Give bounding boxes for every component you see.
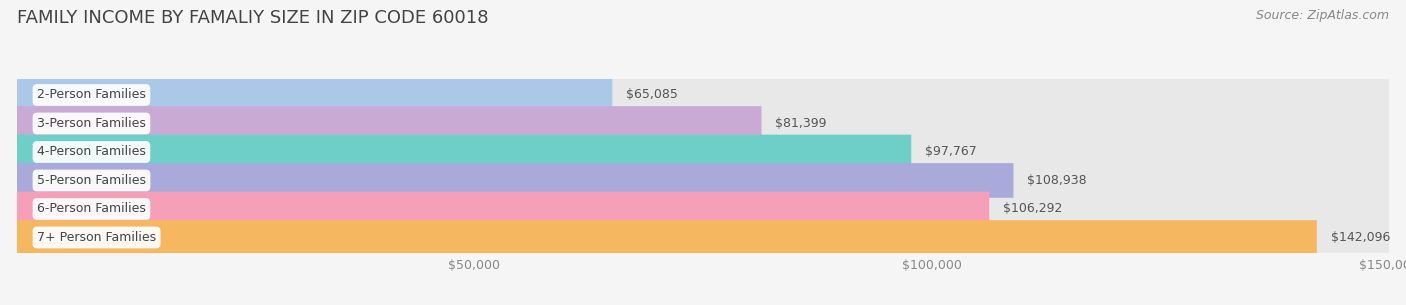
FancyBboxPatch shape bbox=[17, 106, 1389, 141]
FancyBboxPatch shape bbox=[17, 192, 990, 226]
Text: $108,938: $108,938 bbox=[1028, 174, 1087, 187]
FancyBboxPatch shape bbox=[17, 78, 1389, 112]
Text: FAMILY INCOME BY FAMALIY SIZE IN ZIP CODE 60018: FAMILY INCOME BY FAMALIY SIZE IN ZIP COD… bbox=[17, 9, 488, 27]
Text: Source: ZipAtlas.com: Source: ZipAtlas.com bbox=[1256, 9, 1389, 22]
FancyBboxPatch shape bbox=[17, 220, 1389, 255]
Text: 5-Person Families: 5-Person Families bbox=[37, 174, 146, 187]
Text: $97,767: $97,767 bbox=[925, 145, 977, 159]
Text: $142,096: $142,096 bbox=[1330, 231, 1391, 244]
Text: $106,292: $106,292 bbox=[1002, 203, 1063, 215]
FancyBboxPatch shape bbox=[17, 192, 1389, 226]
FancyBboxPatch shape bbox=[17, 135, 911, 169]
FancyBboxPatch shape bbox=[17, 163, 1389, 198]
FancyBboxPatch shape bbox=[17, 135, 1389, 169]
FancyBboxPatch shape bbox=[17, 106, 762, 141]
Text: $65,085: $65,085 bbox=[626, 88, 678, 102]
FancyBboxPatch shape bbox=[17, 163, 1014, 198]
Text: 4-Person Families: 4-Person Families bbox=[37, 145, 146, 159]
Text: 2-Person Families: 2-Person Families bbox=[37, 88, 146, 102]
Text: 7+ Person Families: 7+ Person Families bbox=[37, 231, 156, 244]
Text: $81,399: $81,399 bbox=[775, 117, 827, 130]
FancyBboxPatch shape bbox=[17, 78, 612, 112]
Text: 6-Person Families: 6-Person Families bbox=[37, 203, 146, 215]
Text: 3-Person Families: 3-Person Families bbox=[37, 117, 146, 130]
FancyBboxPatch shape bbox=[17, 220, 1317, 255]
